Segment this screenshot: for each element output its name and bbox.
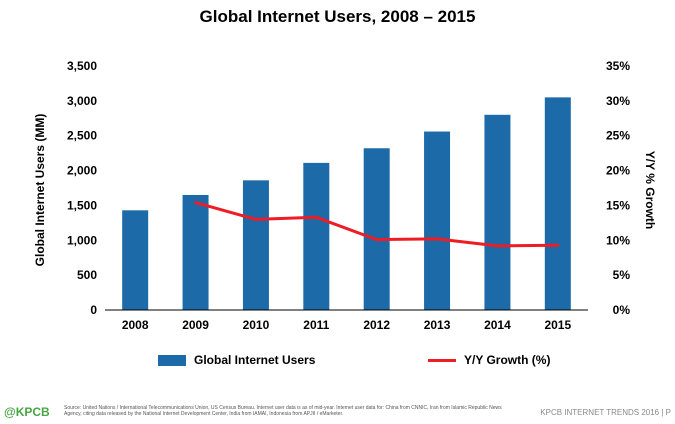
x-tick-label: 2014 <box>484 318 511 332</box>
bar-2013 <box>424 131 451 310</box>
x-tick-label: 2010 <box>243 318 270 332</box>
y-tick-label: 2,500 <box>67 129 97 143</box>
y-tick-label: 3,000 <box>67 94 97 108</box>
source-note: Source: United Nations / International T… <box>64 405 502 417</box>
x-tick-label: 2012 <box>363 318 390 332</box>
growth-point-2015 <box>556 243 560 247</box>
legend-item-users: Global Internet Users <box>158 353 315 367</box>
y2-tick-label: 20% <box>606 164 630 178</box>
y2-tick-label: 0% <box>613 303 631 317</box>
growth-point-2014 <box>495 244 499 248</box>
chart-title: Global Internet Users, 2008 – 2015 <box>199 7 476 26</box>
legend-label-users: Global Internet Users <box>194 353 316 367</box>
bar-2010 <box>242 180 269 310</box>
x-tick-label: 2013 <box>424 318 451 332</box>
y2-tick-label: 5% <box>613 268 631 282</box>
y-axis-label-left: Global Internet Users (MM) <box>33 113 47 267</box>
bar-2015 <box>544 97 571 310</box>
growth-point-2011 <box>314 215 318 219</box>
y-tick-label: 1,000 <box>67 233 97 247</box>
legend-item-growth: Y/Y Growth (%) <box>428 353 550 367</box>
y-axis-label-right: Y/Y % Growth <box>643 150 657 230</box>
legend-bar-swatch <box>158 354 186 366</box>
bar-2014 <box>484 114 511 310</box>
y2-tick-label: 15% <box>606 198 630 212</box>
legend-line-swatch <box>428 358 456 362</box>
x-tick-label: 2009 <box>182 318 209 332</box>
y2-tick-label: 10% <box>606 233 630 247</box>
kpcb-logo: @KPCB <box>4 405 50 419</box>
y-tick-label: 1,500 <box>67 198 97 212</box>
y-tick-label: 500 <box>77 268 97 282</box>
x-tick-label: 2008 <box>122 318 149 332</box>
y-tick-label: 0 <box>90 303 97 317</box>
y2-tick-label: 35% <box>606 59 630 73</box>
footer-brand: KPCB INTERNET TRENDS 2016 | P <box>540 408 671 417</box>
growth-point-2013 <box>435 237 439 241</box>
bar-2011 <box>303 162 330 310</box>
growth-point-2012 <box>375 238 379 242</box>
y-tick-label: 2,000 <box>67 164 97 178</box>
y2-tick-label: 25% <box>606 129 630 143</box>
growth-point-2009 <box>194 201 198 205</box>
x-tick-label: 2011 <box>303 318 329 332</box>
bar-2008 <box>122 210 149 310</box>
bar-2009 <box>182 194 209 310</box>
growth-point-2010 <box>254 217 258 221</box>
legend-label-growth: Y/Y Growth (%) <box>464 353 551 367</box>
bar-2012 <box>363 148 390 310</box>
x-tick-label: 2015 <box>544 318 571 332</box>
y2-tick-label: 30% <box>606 94 630 108</box>
y-tick-label: 3,500 <box>67 59 97 73</box>
